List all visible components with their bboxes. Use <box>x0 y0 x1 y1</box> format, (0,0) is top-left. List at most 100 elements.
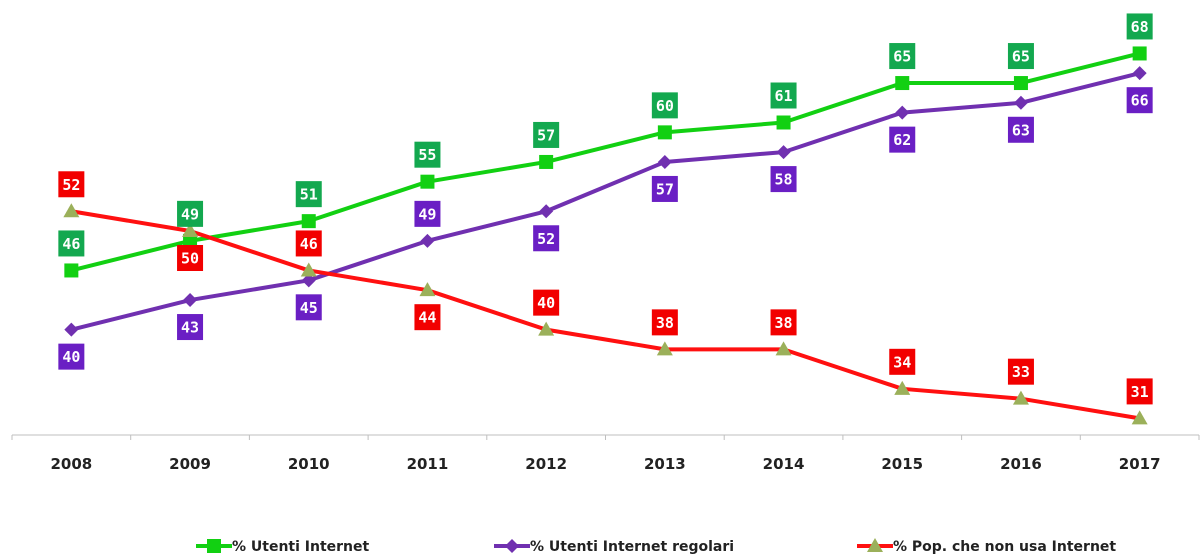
x-tick-label: 2017 <box>1119 455 1161 473</box>
data-label-text: 38 <box>656 314 674 332</box>
data-point <box>300 262 317 277</box>
data-label: 62 <box>889 126 916 153</box>
series-line-1 <box>70 71 1141 332</box>
data-label: 60 <box>651 92 678 119</box>
data-point <box>539 154 554 169</box>
data-label: 51 <box>295 181 322 208</box>
data-point <box>539 204 554 219</box>
data-label: 44 <box>414 304 441 331</box>
data-point <box>419 282 436 297</box>
data-label: 45 <box>295 294 322 321</box>
data-label-text: 43 <box>181 319 199 337</box>
data-label: 61 <box>770 82 797 109</box>
data-label-box <box>889 348 916 375</box>
data-label-box <box>889 126 916 153</box>
data-point <box>895 76 910 91</box>
data-label-box <box>1126 87 1153 114</box>
data-label-box <box>651 309 678 336</box>
legend-marker <box>207 539 221 553</box>
data-label-box <box>58 171 85 198</box>
data-label-box <box>414 304 441 331</box>
data-label: 65 <box>1007 43 1034 70</box>
data-label-box <box>1007 358 1034 385</box>
data-label-box <box>295 181 322 208</box>
data-point <box>776 145 791 160</box>
data-label-text: 66 <box>1131 92 1149 110</box>
data-labels: 46 49 51 55 57 60 61 65 65 68 40 43 45 49 52 57 58 62 63 66… <box>58 13 1153 405</box>
data-label-text: 55 <box>418 146 436 164</box>
data-label: 57 <box>651 175 678 202</box>
legend-item-1: % Utenti Internet regolari <box>494 539 734 554</box>
data-label-box <box>58 343 85 370</box>
data-label: 66 <box>1126 87 1153 114</box>
data-label-text: 44 <box>418 309 436 327</box>
legend: % Utenti Internet % Utenti Internet regol… <box>196 538 1116 554</box>
data-label: 38 <box>651 309 678 336</box>
data-point <box>538 321 555 336</box>
data-point <box>1013 95 1028 110</box>
data-label-box <box>770 166 797 193</box>
data-point <box>301 273 316 288</box>
data-label-box <box>1126 378 1153 405</box>
legend-item-0: % Utenti Internet <box>196 539 370 554</box>
data-label: 40 <box>533 289 560 316</box>
data-label-text: 33 <box>1012 363 1030 381</box>
data-label-text: 60 <box>656 97 674 115</box>
data-point <box>63 203 80 218</box>
data-label-box <box>414 200 441 227</box>
data-label: 52 <box>533 225 560 252</box>
data-point <box>1132 66 1147 81</box>
data-label-box <box>295 230 322 257</box>
data-label-text: 49 <box>181 205 199 223</box>
x-tick-label: 2013 <box>644 455 686 473</box>
data-label-box <box>651 92 678 119</box>
data-label: 52 <box>58 171 85 198</box>
data-label-box <box>1007 116 1034 143</box>
data-point <box>182 223 199 237</box>
legend-item-2: % Pop. che non usa Internet <box>857 538 1116 554</box>
data-label-box <box>533 225 560 252</box>
data-point <box>183 293 198 308</box>
data-label: 33 <box>1007 358 1034 385</box>
data-label-box <box>414 141 441 168</box>
legend-label: % Utenti Internet <box>232 539 370 554</box>
data-label-text: 65 <box>893 48 911 66</box>
data-point <box>183 233 198 248</box>
x-axis: 2008 2009 2010 2011 2012 2013 2014 2015 2016 2017 <box>11 434 1200 473</box>
data-label-text: 57 <box>656 180 674 198</box>
data-point <box>657 154 672 169</box>
data-point <box>420 174 435 189</box>
data-point <box>657 125 672 140</box>
data-label-box <box>533 289 560 316</box>
x-tick-label: 2015 <box>881 455 923 473</box>
series-line-2 <box>71 209 1140 421</box>
legend-marker <box>505 539 519 553</box>
data-point <box>1131 410 1148 425</box>
data-label-text: 63 <box>1012 121 1030 139</box>
data-label-text: 65 <box>1012 48 1030 66</box>
data-label-text: 68 <box>1131 18 1149 36</box>
data-label: 46 <box>58 230 85 257</box>
legend-label: % Pop. che non usa Internet <box>893 539 1116 554</box>
data-label: 58 <box>770 166 797 193</box>
data-point <box>895 105 910 120</box>
data-point <box>776 115 791 130</box>
data-label: 68 <box>1126 13 1153 40</box>
data-label-text: 31 <box>1131 383 1149 401</box>
data-label: 34 <box>889 348 916 375</box>
data-label-box <box>58 230 85 257</box>
data-point <box>1132 46 1147 61</box>
data-label: 57 <box>533 121 560 148</box>
x-tick-label: 2012 <box>525 455 567 473</box>
data-label-box <box>533 121 560 148</box>
series-line-0 <box>70 51 1141 273</box>
data-label-text: 50 <box>181 250 199 268</box>
data-label-text: 38 <box>775 314 793 332</box>
data-label-box <box>177 245 204 271</box>
data-label-box <box>177 314 204 341</box>
data-label-text: 52 <box>62 176 80 194</box>
data-label: 46 <box>295 230 322 257</box>
data-label-text: 34 <box>893 353 911 371</box>
data-point <box>64 263 79 278</box>
